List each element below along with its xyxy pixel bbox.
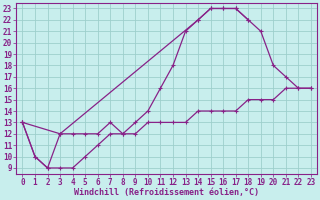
X-axis label: Windchill (Refroidissement éolien,°C): Windchill (Refroidissement éolien,°C) <box>74 188 259 197</box>
